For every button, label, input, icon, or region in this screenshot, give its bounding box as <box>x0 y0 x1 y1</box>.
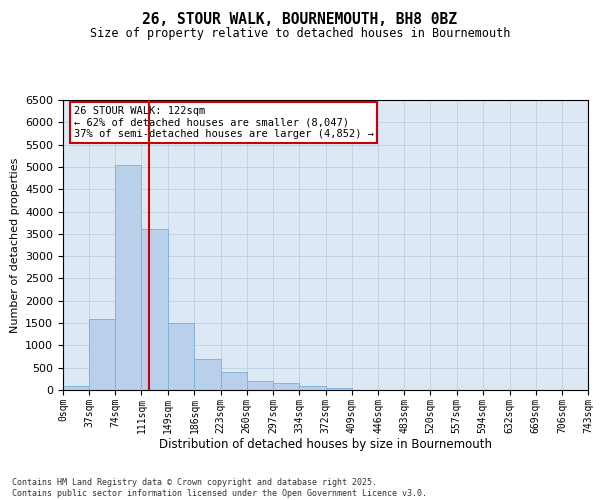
Bar <box>194 359 221 390</box>
Bar <box>168 323 194 390</box>
Bar <box>273 384 299 390</box>
Bar <box>326 388 352 390</box>
Y-axis label: Number of detached properties: Number of detached properties <box>10 158 20 332</box>
Bar <box>247 381 273 390</box>
Text: Contains HM Land Registry data © Crown copyright and database right 2025.
Contai: Contains HM Land Registry data © Crown c… <box>12 478 427 498</box>
Text: 26 STOUR WALK: 122sqm
← 62% of detached houses are smaller (8,047)
37% of semi-d: 26 STOUR WALK: 122sqm ← 62% of detached … <box>74 106 373 139</box>
Bar <box>299 386 326 390</box>
Bar <box>89 318 115 390</box>
Bar <box>63 386 89 390</box>
Text: Size of property relative to detached houses in Bournemouth: Size of property relative to detached ho… <box>90 28 510 40</box>
X-axis label: Distribution of detached houses by size in Bournemouth: Distribution of detached houses by size … <box>159 438 492 452</box>
Bar <box>221 372 247 390</box>
Bar <box>142 230 168 390</box>
Bar <box>115 164 142 390</box>
Text: 26, STOUR WALK, BOURNEMOUTH, BH8 0BZ: 26, STOUR WALK, BOURNEMOUTH, BH8 0BZ <box>143 12 458 28</box>
